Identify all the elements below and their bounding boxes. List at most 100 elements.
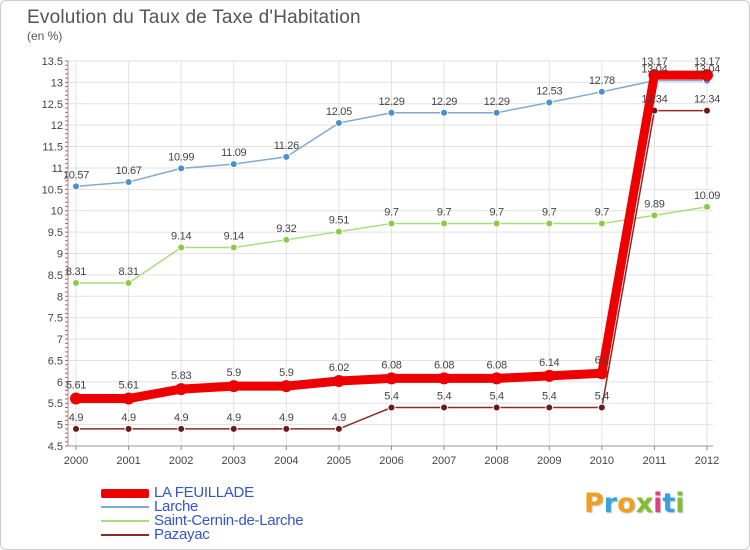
- data-label-saint-cernin-de-larche: 9.7: [384, 207, 399, 219]
- data-label-la-feuillade: 5.83: [171, 370, 191, 382]
- data-point-pazayac: [177, 424, 186, 433]
- data-point-saint-cernin-de-larche: [334, 227, 343, 236]
- chart-title: Evolution du Taux de Taxe d'Habitation: [27, 7, 361, 28]
- data-point-saint-cernin-de-larche: [177, 243, 186, 252]
- y-tick-label: 4.5: [48, 441, 63, 453]
- legend-item-saint-cernin: Saint-Cernin-de-Larche: [101, 513, 304, 528]
- legend-item-pazayac: Pazayac: [101, 526, 303, 543]
- data-label-la-feuillade: 6.08: [487, 359, 507, 371]
- x-tick-label: 2010: [590, 455, 614, 467]
- data-label-la-feuillade: 6.08: [434, 359, 454, 371]
- data-point-saint-cernin-de-larche: [492, 219, 501, 228]
- data-point-pazayac: [387, 403, 396, 412]
- data-label-la-feuillade: 6.2: [595, 354, 610, 366]
- data-label-pazayac: 4.9: [279, 412, 294, 424]
- logo-letter: r: [603, 488, 618, 519]
- data-point-la-feuillade: [701, 69, 713, 82]
- y-tick-label: 6.5: [48, 355, 63, 367]
- data-point-larche: [597, 87, 606, 96]
- data-label-larche: 12.78: [589, 75, 615, 87]
- y-tick-label: 9: [57, 249, 63, 261]
- data-point-pazayac: [72, 424, 80, 433]
- data-point-pazayac: [282, 424, 291, 433]
- data-label-pazayac: 5.4: [489, 391, 504, 403]
- data-point-larche: [72, 182, 80, 191]
- legend-label-pazayac: Pazayac: [154, 526, 210, 543]
- legend-swatch-saint-cernin: [101, 520, 149, 522]
- x-tick-label: 2006: [379, 455, 403, 467]
- logo-letter: o: [617, 488, 636, 519]
- data-point-larche: [545, 98, 554, 107]
- y-tick-label: 6: [57, 377, 63, 389]
- data-label-larche: 13.04: [641, 64, 667, 76]
- data-point-larche: [282, 152, 291, 161]
- data-point-la-feuillade: [280, 380, 293, 393]
- data-label-pazayac: 5.4: [595, 391, 610, 403]
- y-tick-label: 7.5: [48, 313, 63, 325]
- data-label-saint-cernin-de-larche: 9.14: [224, 231, 244, 243]
- data-label-saint-cernin-de-larche: 9.7: [437, 207, 452, 219]
- data-label-larche: 11.09: [221, 147, 246, 159]
- x-tick-label: 2004: [274, 455, 298, 467]
- data-point-la-feuillade: [332, 374, 345, 387]
- data-label-la-feuillade: 5.9: [279, 367, 294, 379]
- data-label-pazayac: 4.9: [121, 412, 136, 424]
- data-point-larche: [124, 178, 133, 187]
- x-tick-label: 2000: [64, 455, 88, 467]
- data-label-la-feuillade: 6.08: [381, 359, 401, 371]
- data-point-saint-cernin-de-larche: [282, 235, 291, 244]
- series-layer: [70, 69, 713, 433]
- y-tick-label: 11: [52, 163, 63, 175]
- data-label-larche: 10.57: [63, 169, 89, 181]
- data-point-larche: [334, 119, 343, 128]
- data-point-larche: [492, 108, 501, 117]
- data-label-saint-cernin-de-larche: 9.7: [489, 207, 504, 219]
- data-label-pazayac: 5.4: [542, 391, 557, 403]
- data-label-pazayac: 5.4: [384, 391, 399, 403]
- data-point-saint-cernin-de-larche: [124, 279, 133, 288]
- data-label-larche: 11.26: [274, 140, 299, 152]
- y-tick-label: 13.5: [42, 56, 63, 68]
- data-label-pazayac: 12.34: [641, 94, 667, 106]
- legend-item-la-feuillade: LA FEUILLADE: [101, 485, 303, 500]
- data-label-la-feuillade: 6.14: [539, 357, 559, 369]
- data-label-la-feuillade: 6.02: [329, 362, 349, 374]
- data-point-larche: [177, 164, 186, 173]
- y-tick-label: 12.5: [42, 99, 63, 111]
- y-tick-label: 8.5: [48, 270, 63, 282]
- y-tick-label: 10.5: [42, 184, 63, 196]
- data-point-pazayac: [492, 403, 501, 412]
- data-point-saint-cernin-de-larche: [229, 243, 238, 252]
- data-point-saint-cernin-de-larche: [703, 202, 711, 211]
- data-label-saint-cernin-de-larche: 9.7: [542, 207, 557, 219]
- data-point-pazayac: [545, 403, 554, 412]
- data-label-saint-cernin-de-larche: 9.51: [329, 215, 349, 227]
- logo-letter: t: [662, 488, 676, 519]
- data-point-larche: [440, 108, 449, 117]
- data-label-larche: 13.04: [694, 64, 720, 76]
- data-point-pazayac: [229, 424, 238, 433]
- x-tick-label: 2002: [169, 455, 193, 467]
- y-tick-label: 11.5: [42, 142, 63, 154]
- data-point-larche: [387, 108, 396, 117]
- data-point-larche: [229, 160, 238, 169]
- data-label-pazayac: 12.34: [694, 94, 720, 106]
- data-label-larche: 10.67: [116, 165, 142, 177]
- data-point-saint-cernin-de-larche: [72, 279, 80, 288]
- y-tick-label: 5: [57, 420, 63, 432]
- data-point-pazayac: [597, 403, 606, 412]
- data-label-la-feuillade: 13.17: [694, 56, 720, 68]
- data-label-la-feuillade: 13.17: [641, 56, 667, 68]
- x-tick-label: 2001: [116, 455, 140, 467]
- logo-letter: x: [635, 488, 654, 519]
- legend-swatch-larche: [101, 506, 149, 508]
- data-label-pazayac: 4.9: [332, 412, 347, 424]
- data-label-saint-cernin-de-larche: 9.89: [644, 198, 664, 210]
- y-tick-label: 13: [51, 77, 63, 89]
- data-label-saint-cernin-de-larche: 8.31: [66, 266, 86, 278]
- legend: LA FEUILLADE Larche Saint-Cernin-de-Larc…: [101, 485, 304, 543]
- data-label-larche: 12.29: [378, 96, 404, 108]
- data-point-la-feuillade: [175, 383, 188, 396]
- data-label-pazayac: 5.4: [437, 391, 452, 403]
- data-label-pazayac: 4.9: [227, 412, 242, 424]
